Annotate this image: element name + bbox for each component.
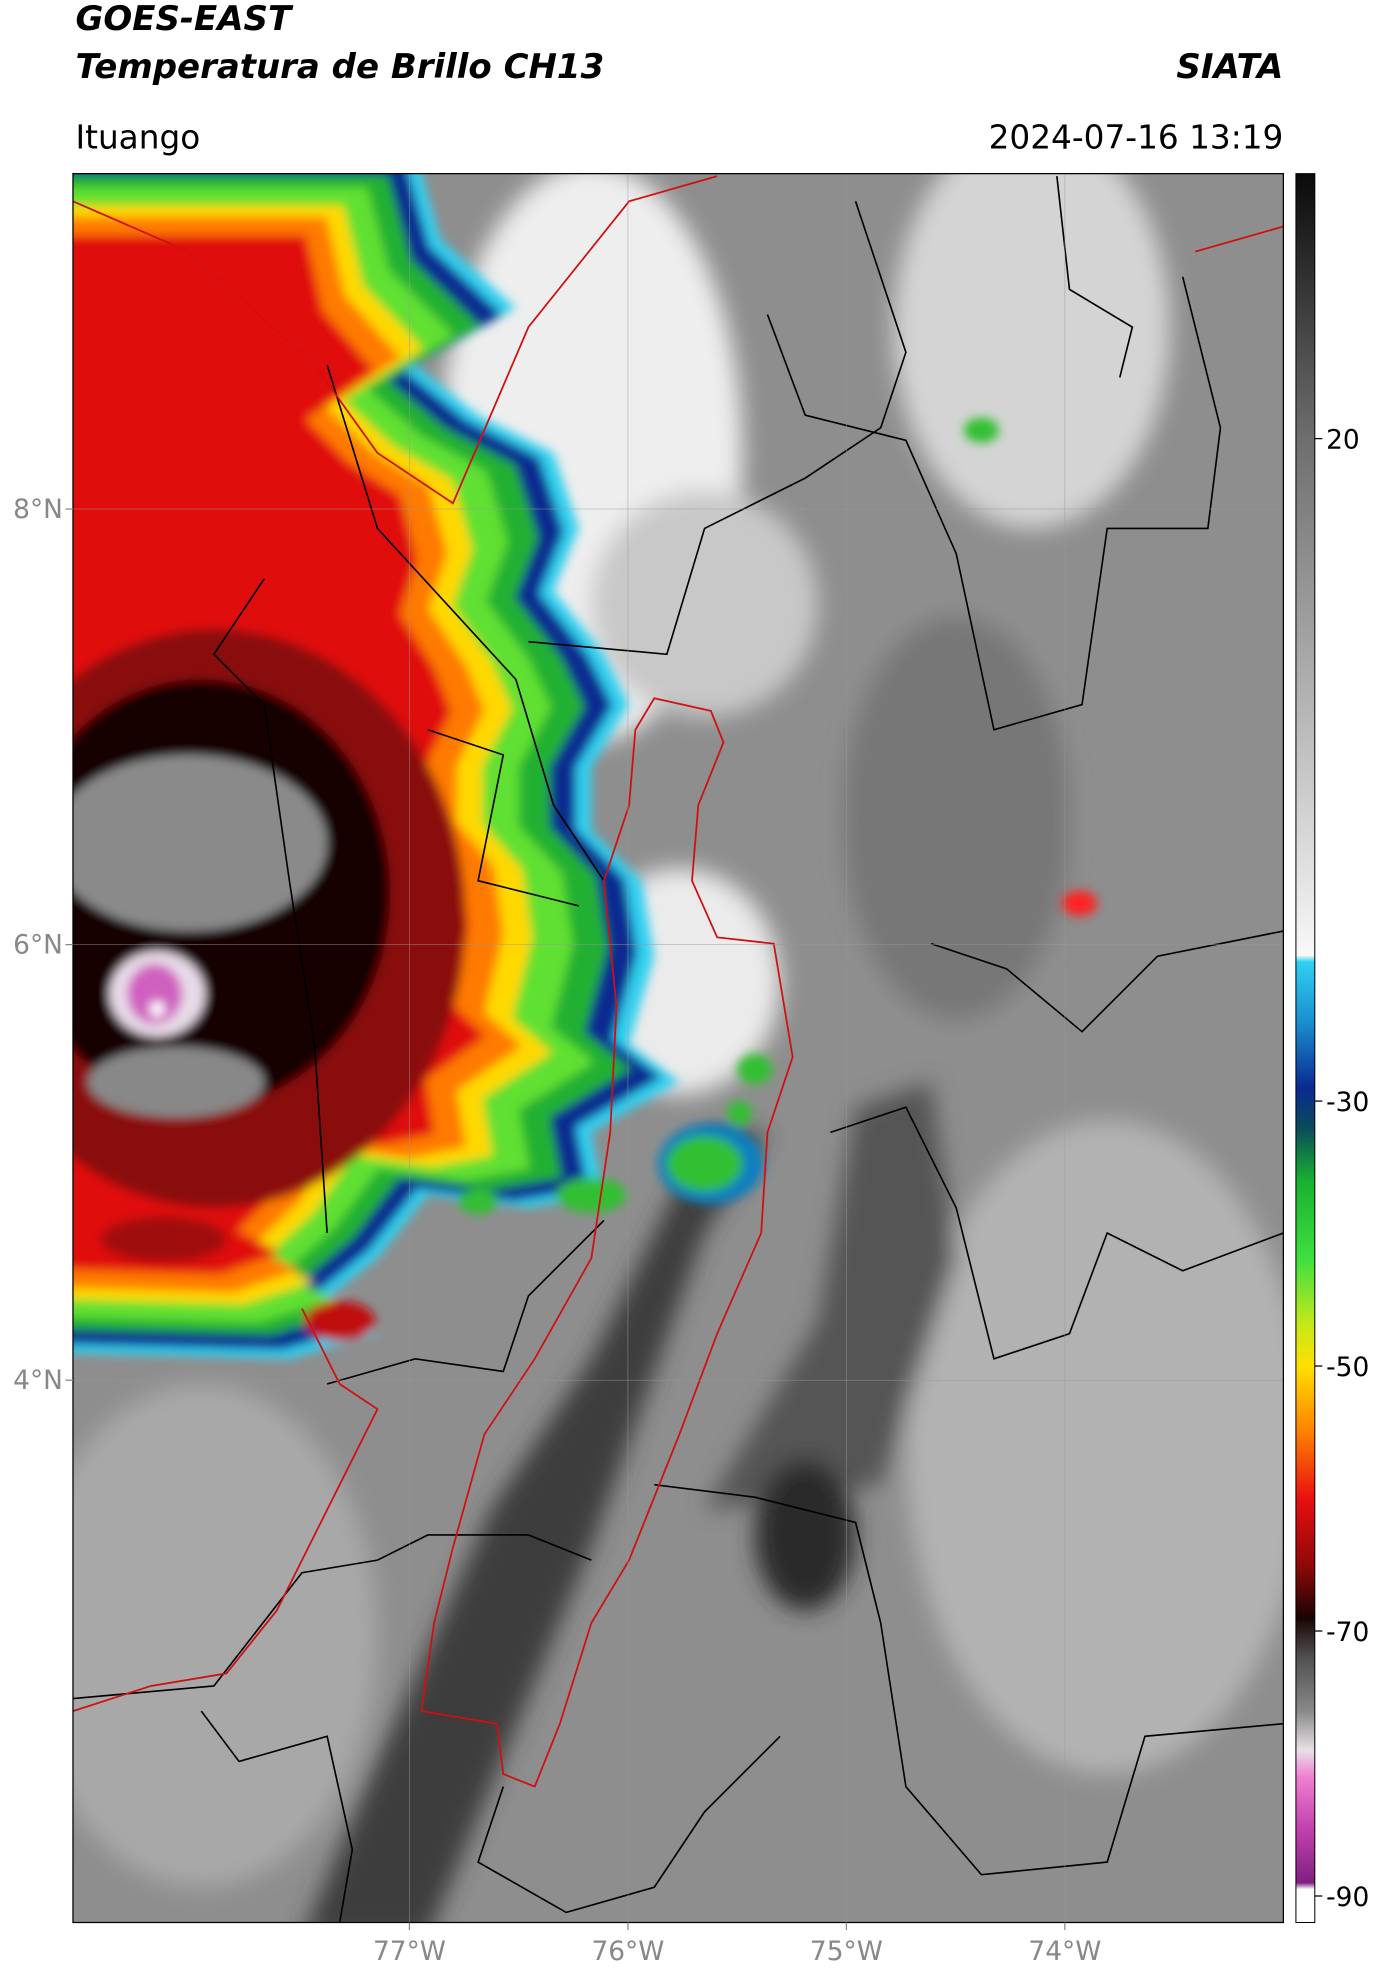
colorbar bbox=[1295, 173, 1316, 1923]
lon-tick-label: 75°W bbox=[810, 1936, 883, 1967]
satellite-image bbox=[72, 173, 1284, 1923]
timestamp: 2024-07-16 13:19 bbox=[989, 118, 1284, 156]
subtitle: Temperatura de Brillo CH13 bbox=[75, 47, 604, 87]
colorbar-tick-label: -70 bbox=[1326, 1617, 1369, 1648]
map-frame bbox=[72, 172, 1284, 1924]
colorbar-tick-label: -90 bbox=[1326, 1882, 1369, 1913]
colorbar-tick-label: 20 bbox=[1326, 425, 1360, 456]
lon-tick-label: 74°W bbox=[1028, 1936, 1101, 1967]
location: Ituango bbox=[75, 118, 200, 156]
agency: SIATA bbox=[1176, 47, 1283, 87]
lat-tick-label: 4°N bbox=[13, 1365, 63, 1396]
lon-tick-label: 77°W bbox=[373, 1936, 446, 1967]
title: GOES-EAST bbox=[75, 0, 293, 39]
lon-tick-label: 76°W bbox=[591, 1936, 664, 1967]
lat-tick-label: 6°N bbox=[13, 929, 63, 960]
colorbar-tick-label: -50 bbox=[1326, 1352, 1369, 1383]
colorbar-tick-label: -30 bbox=[1326, 1087, 1369, 1118]
lat-tick-label: 8°N bbox=[13, 494, 63, 525]
graticule bbox=[72, 173, 1284, 1923]
